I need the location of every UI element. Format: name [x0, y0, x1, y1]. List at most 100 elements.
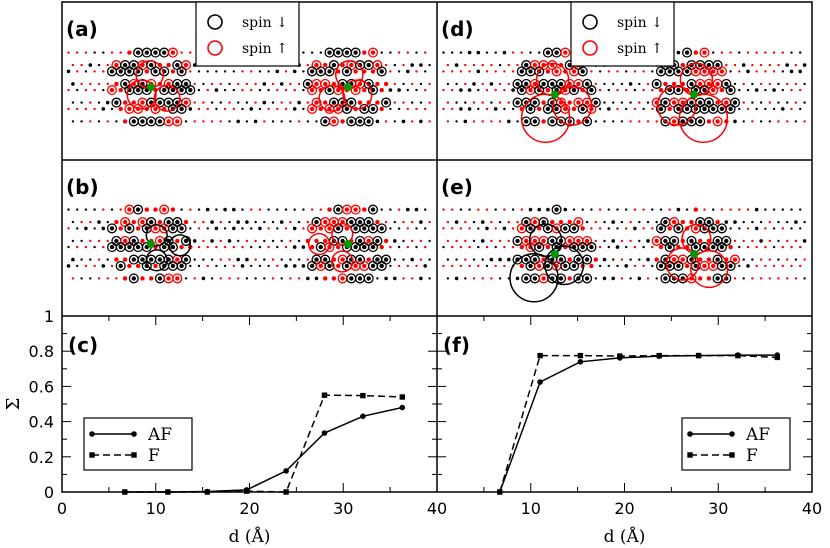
lattice-site: [524, 238, 529, 244]
lattice-site: [446, 63, 450, 67]
lattice-site: [481, 82, 484, 86]
lattice-site: [250, 70, 253, 73]
lattice-site: [580, 69, 585, 74]
legend-spin-label: spin ↑: [242, 41, 288, 57]
lattice-site: [580, 106, 585, 112]
lattice-site: [319, 208, 322, 211]
lattice-site: [733, 63, 737, 67]
lattice-site: [746, 208, 750, 211]
lattice-site: [397, 264, 401, 268]
lattice-site: [327, 69, 332, 74]
lattice-site: [280, 101, 283, 104]
lattice-site: [357, 257, 363, 262]
lattice-site: [344, 50, 350, 55]
lattice-site: [379, 244, 384, 250]
lattice-site: [276, 208, 279, 211]
lattice-site: [663, 219, 668, 225]
lattice-site: [629, 239, 632, 243]
lattice-site: [397, 245, 401, 249]
lattice-site: [428, 258, 431, 261]
lattice-site: [671, 100, 677, 105]
lattice-site: [698, 238, 703, 244]
lattice-site: [106, 277, 109, 280]
lattice-site: [127, 50, 132, 55]
lattice-site: [297, 82, 301, 86]
spin-moment-ring: [367, 85, 379, 96]
lattice-site: [481, 277, 484, 280]
lattice-site: [306, 63, 309, 67]
lattice-site: [67, 208, 70, 211]
lattice-site: [331, 62, 337, 68]
lattice-site: [193, 120, 196, 123]
lattice-site: [724, 81, 729, 87]
lattice-site: [532, 238, 538, 244]
lattice-site: [676, 226, 681, 231]
lattice-site: [76, 264, 79, 268]
lattice-site: [232, 107, 235, 111]
lattice-site: [423, 264, 428, 268]
lattice-site: [245, 277, 249, 280]
lattice-site: [93, 227, 96, 230]
lattice-site: [642, 88, 645, 92]
lattice-site: [389, 70, 392, 73]
lattice-site: [642, 107, 645, 111]
lattice-site: [336, 87, 341, 93]
lattice-site: [545, 226, 551, 231]
lattice-site: [197, 208, 201, 211]
lattice-site: [789, 69, 794, 74]
lattice-site: [122, 276, 128, 281]
lattice-site: [759, 120, 763, 123]
lattice-site: [323, 119, 328, 124]
lattice-site: [703, 208, 706, 211]
lattice-site: [393, 63, 396, 67]
lattice-site: [620, 258, 624, 261]
lattice-site: [157, 257, 163, 262]
lattice-site: [493, 107, 498, 111]
lattice-site: [733, 220, 737, 224]
spin-moment-ring: [176, 260, 187, 271]
lattice-site: [446, 258, 450, 261]
lattice-site: [693, 244, 698, 250]
lattice-site: [498, 277, 502, 280]
lattice-site: [689, 238, 694, 244]
lattice-site: [389, 107, 392, 111]
lattice-site: [642, 227, 645, 230]
lattice-site: [646, 277, 650, 280]
lattice-site: [153, 226, 158, 231]
lattice-site: [197, 70, 201, 73]
spin-moment-ring: [185, 85, 196, 96]
lattice-site: [153, 207, 158, 212]
lattice-site: [370, 263, 376, 269]
lattice-site: [594, 120, 597, 123]
lattice-site: [284, 70, 288, 73]
lattice-site: [397, 208, 401, 211]
lattice-site: [353, 69, 358, 74]
spin-moment-ring: [673, 223, 684, 234]
lattice-site: [751, 239, 754, 243]
lattice-site: [411, 82, 414, 86]
lattice-site: [464, 220, 467, 224]
lattice-site: [118, 69, 123, 74]
legend-series-label: AF: [745, 425, 770, 445]
lattice-site: [507, 119, 511, 124]
lattice-site: [490, 220, 493, 224]
lattice-site: [594, 277, 597, 280]
lattice-site: [511, 88, 515, 92]
lattice-site: [175, 119, 180, 124]
lattice-site: [468, 70, 471, 73]
lattice-site: [122, 219, 128, 225]
lattice-site: [66, 69, 71, 74]
spin-moment-ring: [376, 260, 387, 271]
lattice-site: [754, 88, 759, 92]
spin-moment-ring: [712, 116, 723, 127]
lattice-site: [140, 257, 145, 262]
lattice-site: [720, 208, 724, 211]
lattice-site: [197, 227, 201, 230]
lattice-site: [772, 245, 776, 249]
lattice-site: [538, 51, 541, 54]
lattice-site: [584, 238, 590, 244]
lattice-site: [331, 219, 337, 225]
lattice-site: [406, 227, 409, 230]
lattice-site: [232, 245, 235, 249]
lattice-site: [633, 245, 637, 249]
